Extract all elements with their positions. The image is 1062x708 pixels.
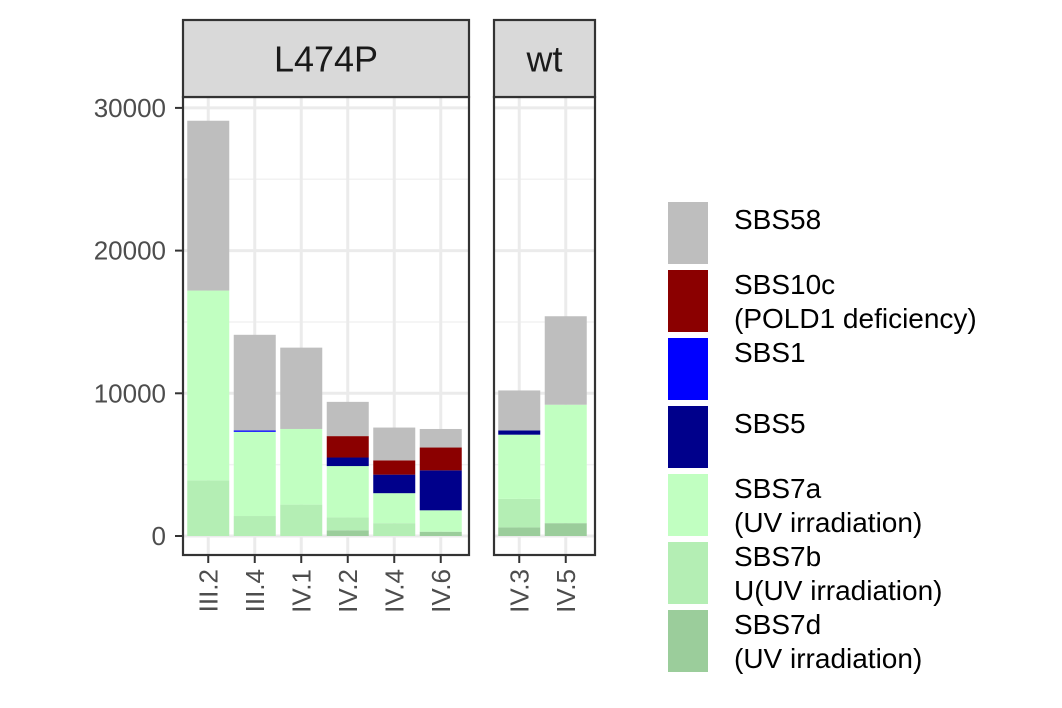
bar-segment-sbs58 [373,427,416,461]
bar-segment-sbs7b [373,523,416,536]
bar-segment-sbs7d [544,523,587,536]
bar-segment-sbs7b [280,504,323,536]
legend-key-sbs7a [668,474,708,536]
bar-segment-sbs7b [233,516,276,536]
bar-segment-sbs58 [187,120,230,291]
x-tick-label: IV.3 [504,569,534,613]
y-tick-label: 0 [152,521,166,551]
x-tick-label: III.4 [240,569,270,612]
legend-key-sbs10c [668,270,708,332]
legend-label: (UV irradiation) [734,643,922,674]
bar-segment-sbs5 [326,457,369,467]
x-tick-label: IV.2 [333,569,363,613]
bar-segment-sbs7a [544,404,587,524]
bar-segment-sbs7a [498,434,541,499]
y-tick-label: 20000 [94,236,166,266]
legend-label: SBS58 [734,204,821,235]
bar-segment-sbs7d [419,531,462,536]
facet-strip [181,18,471,99]
bar-segment-sbs58 [544,316,587,405]
facet-strip [492,18,597,99]
legend-label: SBS7d [734,609,821,640]
bar-segment-sbs7a [187,290,230,481]
legend-label: U(UV irradiation) [734,575,943,606]
bar-segment-sbs7a [373,493,416,524]
bar-segment-sbs7b [498,498,541,528]
legend-key-sbs7d [668,610,708,672]
bar-segment-sbs5 [498,430,541,435]
legend-key-sbs1 [668,338,708,400]
bar-segment-sbs7a [419,510,462,532]
bar-segment-sbs58 [326,401,369,437]
bar-segment-sbs7a [326,466,369,518]
bar-segment-sbs7b [326,517,369,531]
bar-segment-sbs7d [326,530,369,536]
x-tick-label: III.2 [193,569,223,612]
legend-label: SBS1 [734,337,806,368]
bar-segment-sbs5 [419,470,462,511]
legend-key-sbs5 [668,406,708,468]
legend-label: (POLD1 deficiency) [734,303,977,334]
facet-title: wt [526,39,563,80]
y-tick-label: 10000 [94,378,166,408]
legend-label: SBS7a [734,473,822,504]
bar-segment-sbs10c [326,436,369,458]
x-tick-label: IV.4 [379,569,409,613]
bar-segment-sbs10c [373,460,416,475]
bar-segment-sbs7d [498,527,541,536]
bar-segment-sbs1 [233,430,276,432]
bar-segment-sbs58 [498,390,541,431]
legend-key-sbs7b [668,542,708,604]
x-tick-label: IV.1 [286,569,316,613]
bar-segment-sbs7a [233,431,276,517]
legend-label: SBS10c [734,269,835,300]
facet-title: L474P [274,39,378,80]
x-tick-label: IV.5 [551,569,581,613]
legend-label: SBS5 [734,408,806,439]
bar-segment-sbs5 [373,474,416,494]
x-tick-label: IV.6 [426,569,456,613]
bar-segment-sbs7b [187,480,230,536]
legend-label: SBS7b [734,541,821,572]
bar-segment-sbs10c [419,447,462,471]
bar-segment-sbs7a [280,428,323,505]
legend-key-sbs58 [668,202,708,264]
bar-segment-sbs58 [280,347,323,429]
y-tick-label: 30000 [94,93,166,123]
legend-label: (UV irradiation) [734,507,922,538]
bar-segment-sbs58 [233,334,276,431]
bar-segment-sbs58 [419,428,462,448]
